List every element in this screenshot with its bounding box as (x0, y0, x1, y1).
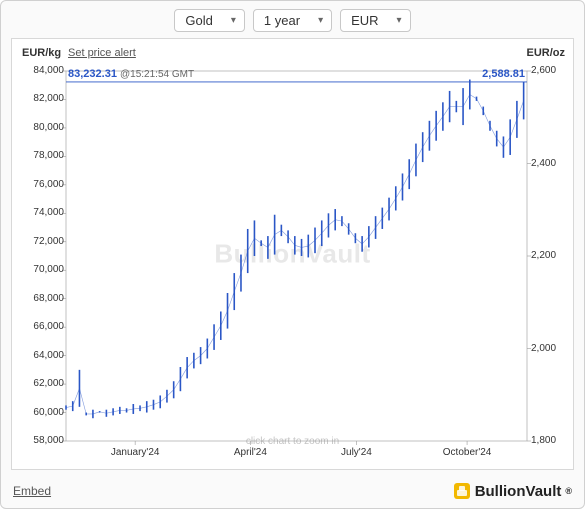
y-right-tick: 2,200 (531, 250, 567, 261)
x-tick: October'24 (443, 447, 492, 458)
y-left-tick: 58,000 (22, 435, 64, 446)
range-select-value: 1 year (264, 13, 300, 28)
currency-select-value: EUR (351, 13, 378, 28)
y-left-tick: 64,000 (22, 350, 64, 361)
current-price-timestamp: @15:21:54 GMT (120, 69, 194, 80)
currency-select[interactable]: EUR ▾ (340, 9, 410, 32)
y-right-tick: 2,000 (531, 343, 567, 354)
y-right-tick: 2,400 (531, 158, 567, 169)
metal-select-value: Gold (185, 13, 212, 28)
y-left-tick: 78,000 (22, 150, 64, 161)
y-left-tick: 72,000 (22, 236, 64, 247)
brand-reg: ® (565, 486, 572, 496)
current-price-right: 2,588.81 (482, 68, 525, 80)
price-chart-widget: Gold ▾ 1 year ▾ EUR ▾ EUR/kg Set price a… (0, 0, 585, 509)
chart-controls: Gold ▾ 1 year ▾ EUR ▾ (1, 1, 584, 38)
y-left-tick: 76,000 (22, 179, 64, 190)
y-left-tick: 68,000 (22, 293, 64, 304)
brand-icon (453, 482, 471, 500)
x-tick: July'24 (341, 447, 372, 458)
y-left-tick: 80,000 (22, 122, 64, 133)
chevron-down-icon: ▾ (318, 15, 323, 26)
chevron-down-icon: ▾ (397, 15, 402, 26)
y-left-tick: 84,000 (22, 65, 64, 76)
y-left-tick: 62,000 (22, 378, 64, 389)
brand-name: BullionVault (475, 483, 562, 500)
y-left-tick: 82,000 (22, 93, 64, 104)
y-left-tick: 74,000 (22, 207, 64, 218)
y-left-tick: 66,000 (22, 321, 64, 332)
brand-logo: BullionVault® (453, 482, 572, 500)
current-price-left-value: 83,232.31 (68, 68, 117, 80)
current-price-left: 83,232.31 @15:21:54 GMT (68, 68, 194, 80)
chart-box[interactable]: EUR/kg Set price alert EUR/oz BullionVau… (11, 38, 574, 470)
y-right-tick: 1,800 (531, 435, 567, 446)
y-left-tick: 60,000 (22, 407, 64, 418)
chevron-down-icon: ▾ (231, 15, 236, 26)
range-select[interactable]: 1 year ▾ (253, 9, 332, 32)
chart-svg (12, 39, 573, 469)
y-right-tick: 2,600 (531, 65, 567, 76)
metal-select[interactable]: Gold ▾ (174, 9, 245, 32)
x-tick: January'24 (111, 447, 160, 458)
chart-area: EUR/kg Set price alert EUR/oz BullionVau… (1, 38, 584, 478)
embed-link[interactable]: Embed (13, 484, 51, 498)
y-left-tick: 70,000 (22, 264, 64, 275)
widget-footer: Embed BullionVault® (1, 478, 584, 508)
x-tick: April'24 (234, 447, 267, 458)
